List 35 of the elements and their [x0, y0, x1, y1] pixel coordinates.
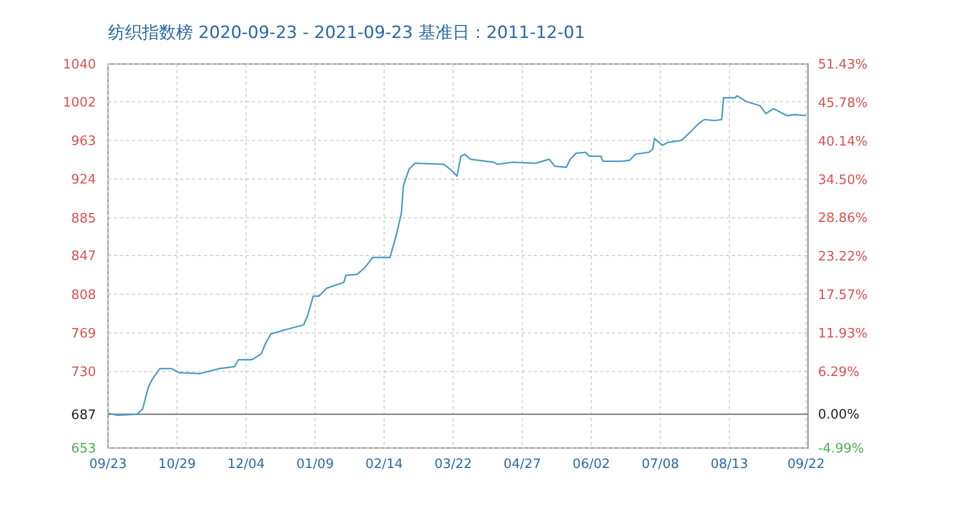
x-tick-label: 06/02: [572, 457, 610, 472]
y2-tick-label: 34.50%: [818, 172, 868, 188]
y2-tick-label: 17.57%: [818, 288, 868, 304]
x-tick-label: 01/09: [296, 457, 334, 472]
y2-tick-label: 0.00%: [818, 408, 860, 423]
y2-tick-label: 45.78%: [818, 96, 868, 112]
x-tick-label: 09/22: [787, 457, 825, 472]
y-tick-label: 885: [71, 211, 96, 226]
x-tick-label: 10/29: [158, 457, 196, 472]
y-tick-label: 769: [71, 326, 96, 342]
line-series: [107, 95, 807, 416]
y-tick-label: 1002: [62, 95, 96, 110]
x-tick-label: 12/04: [227, 457, 265, 472]
x-tick-label: 02/14: [365, 457, 403, 472]
y-tick-label: 924: [71, 172, 96, 188]
y2-tick-label: -4.99%: [818, 442, 864, 457]
y2-tick-label: 23.22%: [818, 250, 868, 265]
y-tick-label: 653: [71, 442, 96, 457]
y-tick-label: 687: [71, 408, 96, 423]
y2-tick-label: 11.93%: [818, 326, 868, 342]
y-tick-label: 847: [71, 249, 96, 264]
x-tick-label: 03/22: [434, 457, 472, 472]
y-tick-label: 730: [71, 365, 96, 380]
y2-tick-label: 28.86%: [818, 211, 868, 226]
y-tick-label: 1040: [62, 58, 96, 73]
x-tick-label: 07/08: [642, 457, 680, 472]
x-tick-label: 09/23: [89, 457, 127, 472]
y2-tick-label: 40.14%: [818, 134, 868, 150]
y2-tick-label: 51.43%: [818, 58, 868, 73]
y-tick-label: 963: [71, 134, 96, 149]
y-tick-label: 808: [71, 288, 96, 303]
y2-tick-label: 6.29%: [818, 364, 860, 380]
chart-title: 纺织指数榜 2020-09-23 - 2021-09-23 基准日：2011-12-01: [108, 23, 586, 43]
x-tick-label: 08/13: [710, 457, 748, 472]
x-tick-label: 04/27: [504, 457, 541, 472]
